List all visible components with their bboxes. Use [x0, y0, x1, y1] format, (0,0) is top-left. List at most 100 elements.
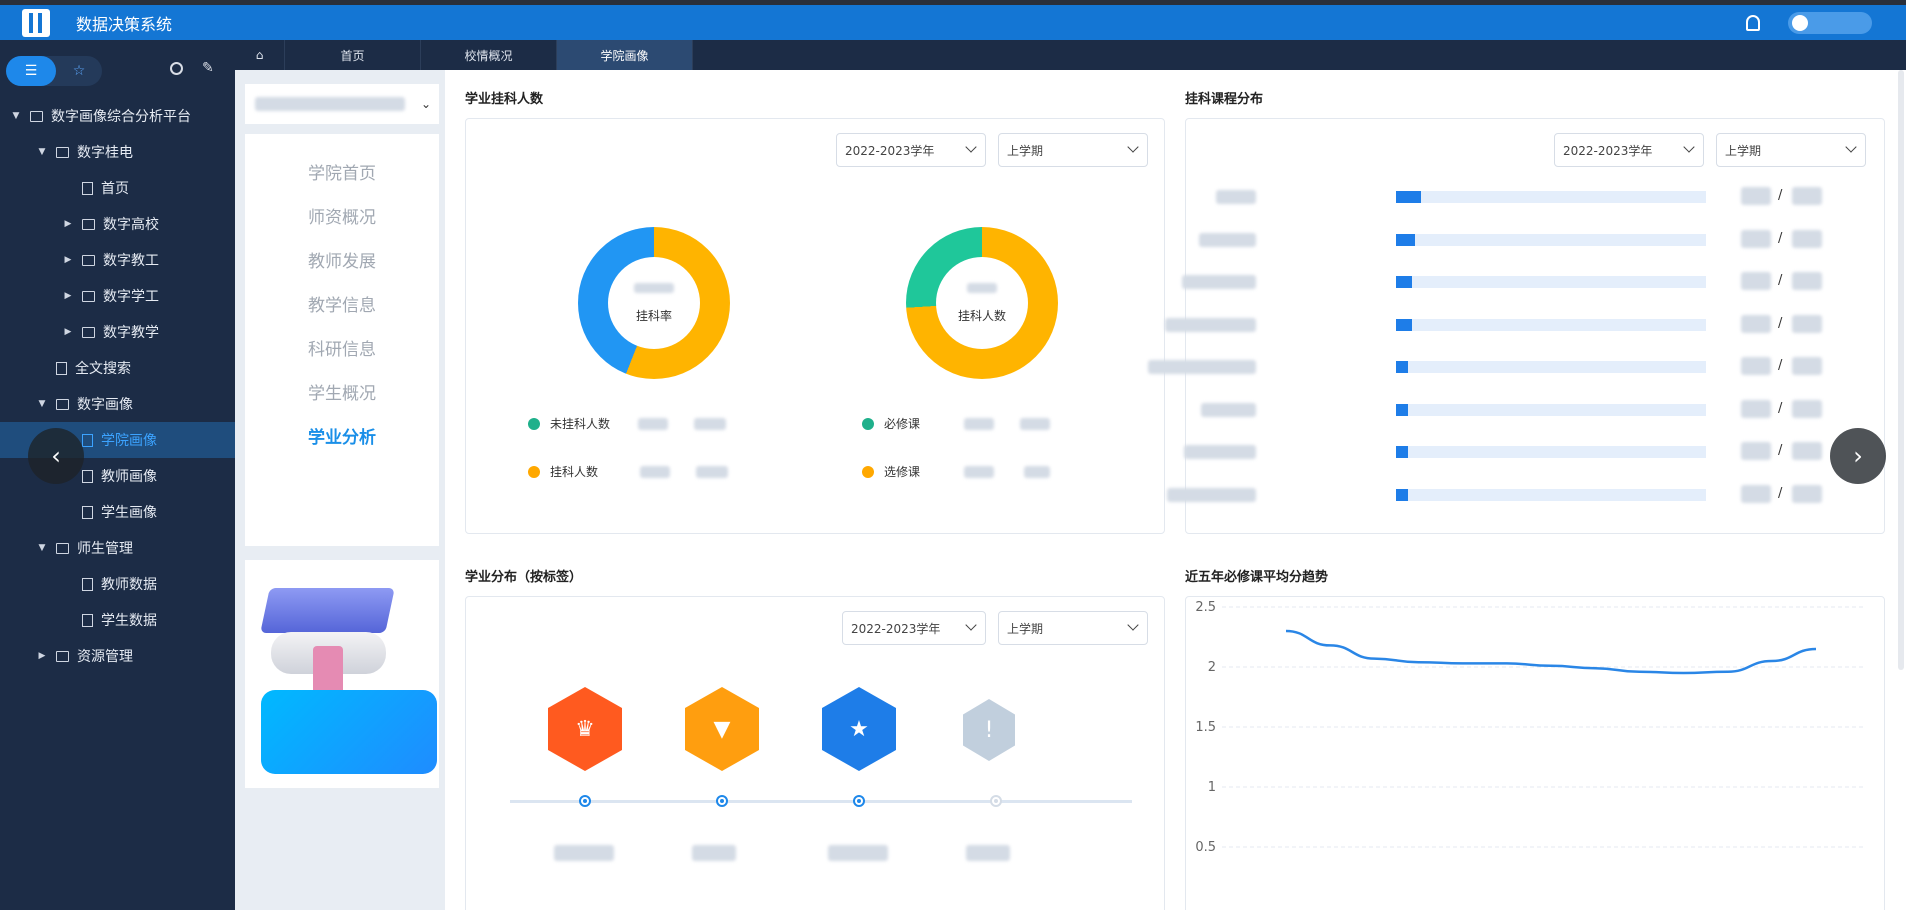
expand-arrow-icon[interactable]: ▶ — [64, 291, 72, 301]
progress-node[interactable] — [853, 795, 865, 807]
tag-distribution-card: 2022-2023学年 上学期 ♛ ▼ ★ ! — [465, 596, 1165, 910]
college-select[interactable]: ⌄ — [245, 84, 439, 124]
sidebar-item-label: 学生数据 — [101, 613, 157, 629]
term-select[interactable]: 上学期 — [998, 133, 1148, 167]
shield-icon: ! — [963, 699, 1015, 761]
menu-item[interactable]: 教学信息 — [308, 296, 376, 316]
year-select[interactable]: 2022-2023学年 — [842, 611, 986, 645]
fail-count-card: 2022-2023学年 上学期 挂科率 挂科人数 未挂科人数 挂科人数 必修课 … — [465, 118, 1165, 534]
graduation-cap-icon — [260, 588, 395, 633]
year-select[interactable]: 2022-2023学年 — [836, 133, 986, 167]
fail-count — [1741, 187, 1771, 205]
chevron-down-icon — [1127, 141, 1139, 153]
bar-track — [1396, 403, 1706, 416]
fail-count — [1741, 484, 1771, 503]
prev-arrow-button[interactable]: ‹ — [28, 428, 84, 484]
sidebar-item[interactable]: ▼ 数字桂电 — [0, 134, 235, 170]
course-distribution-card: 2022-2023学年 上学期 / / / / / / / / — [1148, 118, 1886, 534]
sidebar-item[interactable]: ▶ 数字学工 — [0, 278, 235, 314]
sidebar-item-label: 数字桂电 — [77, 145, 133, 161]
expand-arrow-icon[interactable]: ▼ — [38, 147, 46, 157]
tag-label — [692, 845, 736, 861]
trend-chart: 2.5 2 1.5 1 0.5 — [1195, 600, 1866, 855]
promo-illustration — [245, 560, 439, 788]
expand-arrow-icon[interactable]: ▼ — [12, 111, 20, 121]
fail-count — [1741, 357, 1771, 375]
folder-icon — [82, 254, 95, 266]
term-select[interactable]: 上学期 — [1716, 133, 1866, 167]
year-select[interactable]: 2022-2023学年 — [1554, 133, 1704, 167]
pin-icon[interactable]: ✎ — [202, 60, 214, 76]
bar-track — [1396, 233, 1706, 246]
home-icon[interactable]: ⌂ — [235, 40, 285, 70]
menu-item[interactable]: 学生概况 — [308, 384, 376, 404]
sidebar-item[interactable]: ▶ 资源管理 — [0, 638, 235, 674]
folder-icon — [56, 542, 69, 554]
next-arrow-button[interactable]: › — [1830, 428, 1886, 484]
y-tick-label: 1.5 — [1195, 720, 1216, 735]
sidebar-item-label: 教师数据 — [101, 577, 157, 593]
tab-bar: ⌂ 首页 校情概况 学院画像 — [235, 40, 1906, 70]
sidebar-item[interactable]: ▼ 数字画像综合分析平台 — [0, 98, 235, 134]
expand-arrow-icon[interactable]: ▼ — [38, 543, 46, 553]
count-value — [967, 282, 997, 293]
chevron-down-icon — [965, 141, 977, 153]
sidebar-item[interactable]: ▶ 数字高校 — [0, 206, 235, 242]
menu-item[interactable]: 科研信息 — [308, 340, 376, 360]
course-name — [1199, 232, 1256, 247]
bell-icon[interactable] — [1746, 15, 1760, 31]
menu-item[interactable]: 教师发展 — [308, 252, 376, 272]
chevron-down-icon: ⌄ — [420, 97, 431, 111]
progress-node[interactable] — [990, 795, 1002, 807]
expand-arrow-icon[interactable]: ▶ — [64, 255, 72, 265]
document-icon — [56, 361, 67, 375]
chevron-down-icon — [1845, 141, 1857, 153]
menu-item[interactable]: 学院首页 — [308, 164, 376, 184]
legend-value — [640, 465, 671, 478]
view-toggle[interactable]: ☰ ☆ — [6, 56, 102, 86]
sidebar-item-label: 数字画像综合分析平台 — [51, 109, 191, 125]
expand-arrow-icon[interactable]: ▼ — [38, 399, 46, 409]
trend-line — [1285, 629, 1817, 675]
expand-arrow-icon[interactable]: ▶ — [38, 651, 46, 661]
sidebar-item[interactable]: 学生数据 — [0, 602, 235, 638]
donut-label: 挂科人数 — [957, 308, 1006, 323]
sidebar-item[interactable]: 全文搜索 — [0, 350, 235, 386]
sidebar-item[interactable]: 学生画像 — [0, 494, 235, 530]
sidebar-item[interactable]: ▼ 数字画像 — [0, 386, 235, 422]
star-icon[interactable]: ☆ — [72, 63, 86, 79]
sidebar-item[interactable]: ▶ 数字教工 — [0, 242, 235, 278]
bar-row: / — [1186, 399, 1822, 418]
progress-node[interactable] — [716, 795, 728, 807]
search-icon[interactable] — [170, 62, 183, 75]
folder-icon — [56, 146, 69, 158]
panel-title: 学业挂科人数 — [465, 92, 544, 107]
expand-arrow-icon[interactable]: ▶ — [64, 327, 72, 337]
total-count — [1792, 187, 1822, 205]
tab-home[interactable]: 首页 — [285, 40, 421, 70]
sidebar-item[interactable]: ▶ 数字教学 — [0, 314, 235, 350]
bar-row: / — [1167, 484, 1822, 503]
scrollbar[interactable] — [1898, 70, 1904, 670]
course-name — [1216, 190, 1256, 204]
bar-list: / / / / / / / / — [1148, 187, 1886, 521]
tab-overview[interactable]: 校情概况 — [421, 40, 557, 70]
tab-college-portrait[interactable]: 学院画像 — [557, 40, 693, 70]
menu-item-active[interactable]: 学业分析 — [308, 428, 376, 448]
sidebar-item[interactable]: 教师画像 — [0, 458, 235, 494]
user-avatar[interactable] — [1788, 12, 1872, 34]
sidebar-item[interactable]: ▼ 师生管理 — [0, 530, 235, 566]
sidebar-item[interactable]: 首页 — [0, 170, 235, 206]
bar — [1396, 318, 1412, 331]
list-icon[interactable]: ☰ — [6, 56, 56, 86]
bar-track — [1396, 488, 1706, 501]
progress-node[interactable] — [579, 795, 591, 807]
sidebar-item-label: 数字教工 — [103, 253, 159, 269]
term-select[interactable]: 上学期 — [998, 611, 1148, 645]
sidebar-item[interactable]: 教师数据 — [0, 566, 235, 602]
folder-icon — [82, 326, 95, 338]
expand-arrow-icon[interactable]: ▶ — [64, 219, 72, 229]
menu-item[interactable]: 师资概况 — [308, 208, 376, 228]
legend-item: 选修课 — [862, 463, 1051, 480]
promo-bubble[interactable] — [261, 690, 437, 774]
